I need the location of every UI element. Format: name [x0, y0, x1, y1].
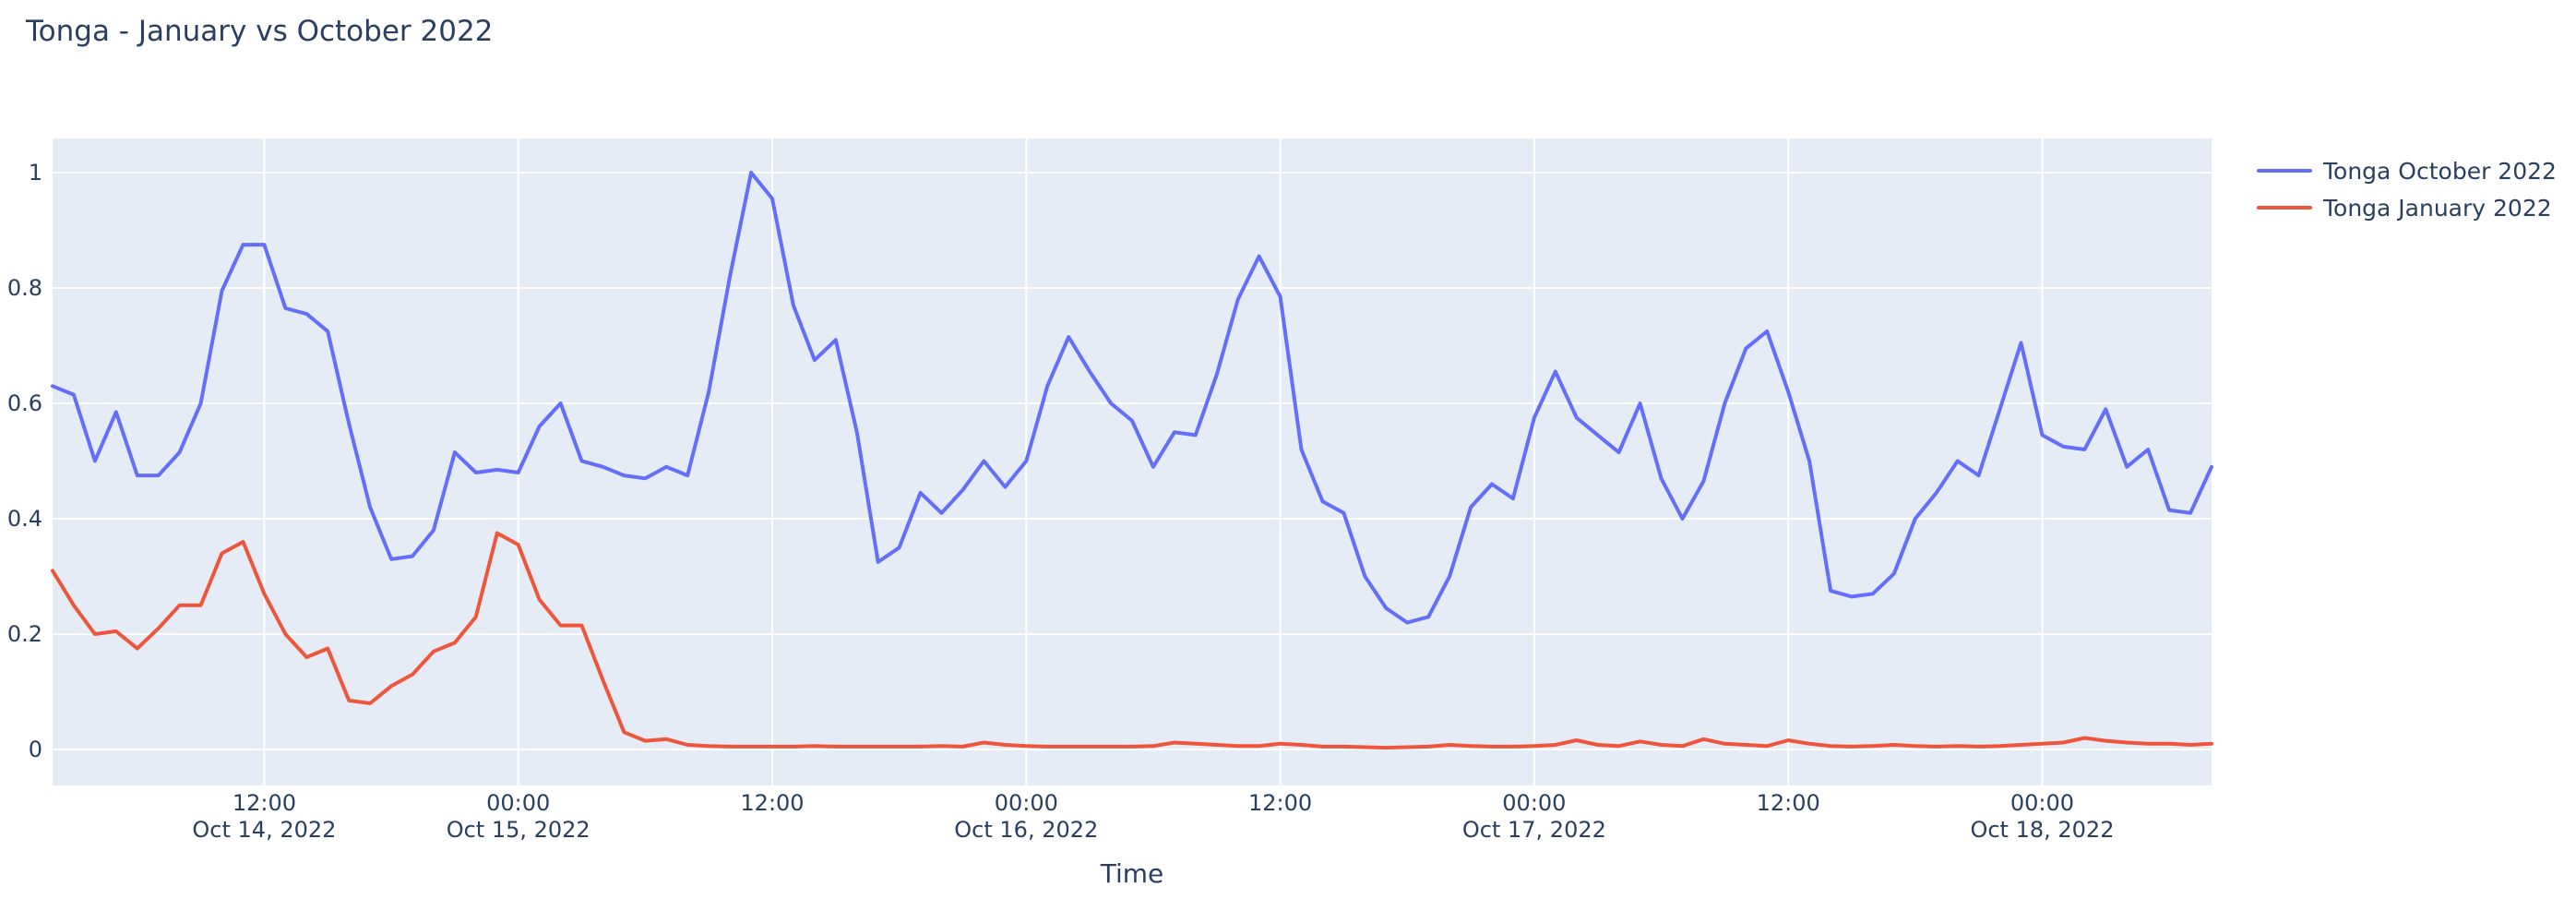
x-tick-time: 12:00	[232, 790, 296, 816]
x-tick-date: Oct 16, 2022	[954, 817, 1099, 843]
y-tick-label: 0.4	[6, 506, 42, 532]
x-tick-time: 00:00	[486, 790, 551, 816]
legend-item-label: Tonga January 2022	[2323, 194, 2552, 222]
x-tick-time: 12:00	[1756, 790, 1820, 816]
x-tick-time: 00:00	[1502, 790, 1567, 816]
x-tick-label: 00:00 Oct 15, 2022	[380, 790, 657, 844]
x-tick-time: 00:00	[994, 790, 1058, 816]
x-tick-label: 12:00	[1142, 790, 1419, 817]
y-tick-label: 0.6	[6, 390, 42, 416]
x-tick-date: Oct 14, 2022	[192, 817, 337, 843]
legend-item-label: Tonga October 2022	[2323, 157, 2557, 185]
legend-item-january[interactable]: Tonga January 2022	[2257, 189, 2557, 226]
x-tick-time: 12:00	[740, 790, 805, 816]
y-tick-label: 0.2	[6, 621, 42, 647]
plot-area[interactable]	[53, 138, 2212, 785]
legend-line-swatch	[2257, 206, 2312, 210]
series-line-october[interactable]	[51, 171, 2213, 625]
x-tick-label: 12:00 Oct 14, 2022	[125, 790, 402, 844]
x-tick-label: 00:00 Oct 16, 2022	[888, 790, 1164, 844]
x-tick-date: Oct 15, 2022	[446, 817, 590, 843]
chart-title: Tonga - January vs October 2022	[26, 15, 494, 48]
legend-item-october[interactable]: Tonga October 2022	[2257, 152, 2557, 189]
x-tick-date: Oct 18, 2022	[1970, 817, 2115, 843]
x-tick-label: 00:00 Oct 17, 2022	[1396, 790, 1673, 844]
x-tick-label: 12:00	[634, 790, 911, 817]
x-tick-time: 12:00	[1247, 790, 1313, 816]
x-tick-time: 00:00	[2010, 790, 2075, 816]
x-tick-label: 12:00	[1650, 790, 1926, 817]
y-tick-label: 0	[28, 737, 42, 762]
legend-line-swatch	[2257, 169, 2312, 173]
series-line-january[interactable]	[51, 531, 2213, 750]
legend: Tonga October 2022 Tonga January 2022	[2257, 152, 2557, 226]
y-tick-label: 1	[28, 160, 42, 186]
x-tick-date: Oct 17, 2022	[1461, 817, 1606, 843]
y-tick-label: 0.8	[6, 275, 42, 301]
x-axis-title: Time	[1100, 858, 1164, 889]
x-tick-label: 00:00 Oct 18, 2022	[1903, 790, 2180, 844]
